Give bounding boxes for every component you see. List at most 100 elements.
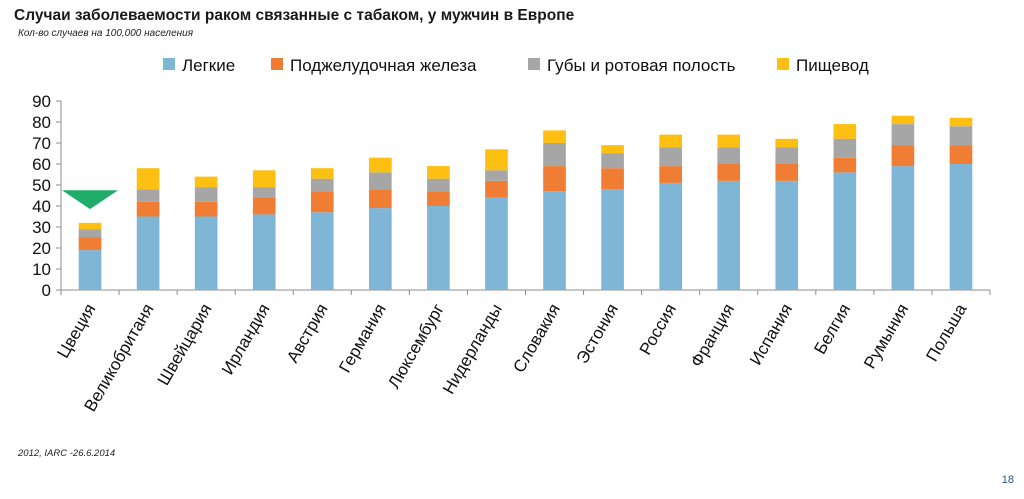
- bar-segment: [194, 176, 218, 188]
- bar-segment: [310, 191, 334, 213]
- legend-label: Пищевод: [796, 56, 869, 75]
- bar-segment: [252, 170, 276, 188]
- bar-segment: [485, 180, 508, 198]
- bar-segment: [659, 147, 682, 167]
- bar-segment: [427, 178, 450, 192]
- legend-label: Губы и ротовая полость: [547, 56, 736, 75]
- bar-segment: [949, 145, 973, 164]
- x-category-label: Словакия: [509, 301, 564, 377]
- bar-segment: [601, 145, 624, 154]
- bar-segment: [369, 189, 392, 209]
- bar-segment: [775, 138, 799, 148]
- bar-segment: [775, 180, 799, 290]
- bar-segment: [601, 153, 624, 169]
- y-tick-label: 60: [32, 155, 51, 174]
- legend-label: Легкие: [182, 56, 235, 75]
- bar-segment: [775, 147, 799, 164]
- bar-segment: [659, 166, 682, 183]
- bar-segment: [891, 115, 915, 125]
- y-tick-label: 40: [32, 197, 51, 216]
- chart-title: Случаи заболеваемости раком связанные с …: [14, 7, 575, 24]
- bar-segment: [833, 157, 857, 173]
- bar-segment: [427, 191, 450, 206]
- y-tick-label: 0: [42, 281, 51, 300]
- x-category-label: Румыния: [860, 301, 912, 373]
- x-category-label: Люксембург: [384, 301, 448, 392]
- bar-segment: [485, 170, 508, 181]
- x-category-label: Россия: [636, 301, 680, 359]
- bar-segment: [78, 222, 102, 230]
- x-category-label: Цвеция: [53, 301, 99, 362]
- bar-segment: [891, 145, 915, 167]
- bar-segment: [833, 138, 857, 158]
- bar-segment: [252, 214, 276, 290]
- y-tick-label: 10: [32, 260, 51, 279]
- y-tick-label: 90: [32, 92, 51, 111]
- x-category-label: Польша: [922, 300, 970, 365]
- legend-label: Поджелудочная железа: [290, 56, 477, 75]
- bar-segment: [369, 157, 392, 173]
- legend-swatch: [528, 58, 540, 70]
- bar-segment: [949, 164, 973, 290]
- bar-segment: [717, 147, 741, 164]
- bar-segment: [659, 182, 682, 290]
- bar-segment: [369, 172, 392, 190]
- bar-segment: [949, 126, 973, 146]
- bar-segment: [369, 208, 392, 290]
- x-category-label: Германия: [335, 301, 390, 377]
- y-tick-label: 50: [32, 176, 51, 195]
- legend-swatch: [163, 58, 175, 70]
- bar-segment: [78, 250, 102, 290]
- x-category-label: Белгия: [810, 301, 854, 358]
- chart-subtitle: Кол-во случаев на 100,000 населения: [18, 28, 194, 39]
- bar-segment: [543, 191, 566, 290]
- bar-segment: [775, 164, 799, 181]
- legend-swatch: [271, 58, 283, 70]
- bar-segment: [543, 130, 566, 143]
- legend-swatch: [777, 58, 789, 70]
- bar-segment: [601, 189, 624, 290]
- bar-segment: [136, 201, 160, 217]
- bar-segment: [485, 197, 508, 290]
- bar-segment: [194, 216, 218, 290]
- bar-segment: [543, 166, 566, 192]
- y-tick-label: 70: [32, 134, 51, 153]
- bar-segment: [136, 189, 160, 202]
- highlight-triangle-marker: [62, 190, 119, 210]
- x-category-label: Нидерланды: [439, 301, 506, 398]
- x-category-label: Ирландия: [218, 301, 274, 378]
- bar-segment: [78, 229, 102, 238]
- bar-segment: [136, 168, 160, 190]
- bar-segment: [717, 180, 741, 290]
- x-category-label: Швейцария: [154, 301, 216, 389]
- bar-segment: [252, 197, 276, 215]
- bar-segment: [194, 187, 218, 202]
- bar-segment: [717, 134, 741, 148]
- bar-segment: [427, 166, 450, 179]
- bar-segment: [136, 216, 160, 290]
- bar-segment: [601, 168, 624, 190]
- page-number: 18: [1001, 474, 1014, 486]
- y-tick-label: 30: [32, 218, 51, 237]
- bar-segment: [949, 117, 973, 127]
- y-tick-label: 80: [32, 113, 51, 132]
- bar-segment: [485, 149, 508, 171]
- bar-segment: [310, 178, 334, 192]
- bar-segment: [543, 143, 566, 167]
- bar-segment: [659, 134, 682, 148]
- x-category-label: Австрия: [283, 301, 332, 366]
- bar-segment: [194, 201, 218, 217]
- bar-segment: [78, 237, 102, 251]
- bar-segment: [427, 206, 450, 290]
- x-category-label: Испания: [746, 301, 796, 369]
- bar-segment: [310, 212, 334, 290]
- bar-segment: [891, 124, 915, 146]
- bar-segment: [717, 164, 741, 181]
- y-tick-label: 20: [32, 239, 51, 258]
- x-category-label: Эстония: [573, 301, 622, 368]
- bar-segment: [833, 172, 857, 290]
- x-category-label: Франция: [687, 301, 738, 371]
- bar-segment: [252, 187, 276, 198]
- bar-segment: [833, 124, 857, 139]
